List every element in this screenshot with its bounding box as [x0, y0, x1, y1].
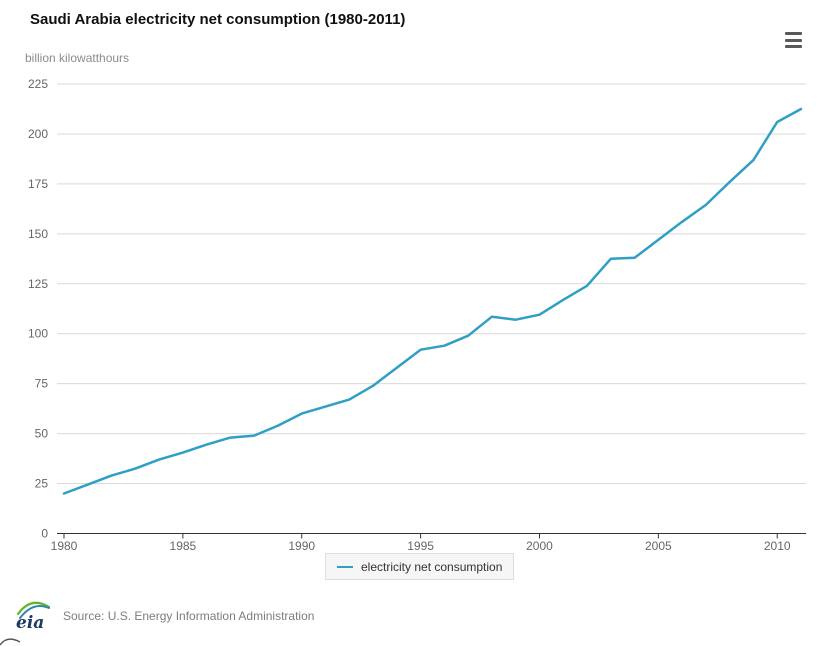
y-gridlines — [57, 83, 806, 485]
svg-text:25: 25 — [35, 477, 49, 491]
cutoff-graphic-artifact — [0, 638, 21, 646]
svg-text:75: 75 — [35, 377, 49, 391]
svg-text:50: 50 — [35, 427, 49, 441]
svg-text:0: 0 — [41, 527, 48, 541]
svg-text:2000: 2000 — [526, 539, 553, 553]
svg-text:1995: 1995 — [407, 539, 434, 553]
logo-text: eia — [16, 613, 44, 632]
svg-text:125: 125 — [28, 277, 48, 291]
svg-text:2010: 2010 — [764, 539, 791, 553]
logo-blue-swoosh — [19, 605, 50, 619]
x-axis: 1980 1985 1990 1995 2000 2005 2010 — [51, 533, 806, 553]
hamburger-icon — [785, 38, 802, 42]
svg-text:2005: 2005 — [645, 539, 672, 553]
line-chart-plot: 0 25 50 75 100 125 150 175 200 225 1980 1985 1990 199… — [28, 77, 806, 553]
logo-green-swoosh — [16, 601, 51, 616]
svg-text:1980: 1980 — [51, 539, 78, 553]
legend-line-marker — [337, 565, 353, 568]
legend-label: electricity net consumption — [361, 559, 503, 574]
legend-item[interactable]: electricity net consumption — [325, 553, 515, 580]
svg-text:100: 100 — [28, 327, 48, 341]
series-line-electricity-net-consumption[interactable] — [62, 107, 803, 495]
source-text: Source: U.S. Energy Information Administ… — [63, 608, 315, 623]
hamburger-icon — [785, 32, 802, 35]
chart-footer: eia Source: U.S. Energy Information Admi… — [15, 599, 314, 632]
svg-text:175: 175 — [28, 177, 48, 191]
svg-text:225: 225 — [28, 77, 48, 91]
svg-text:150: 150 — [28, 227, 48, 241]
export-menu-button[interactable] — [785, 32, 805, 48]
y-axis-unit-label: billion kilowatthours — [25, 51, 130, 65]
svg-text:1985: 1985 — [170, 539, 197, 553]
chart-title: Saudi Arabia electricity net consumption… — [30, 11, 406, 28]
svg-text:1990: 1990 — [288, 539, 315, 553]
eia-logo: eia — [16, 601, 51, 632]
svg-text:200: 200 — [28, 127, 48, 141]
y-axis-labels: 0 25 50 75 100 125 150 175 200 225 — [28, 77, 48, 541]
hamburger-icon — [785, 45, 802, 48]
